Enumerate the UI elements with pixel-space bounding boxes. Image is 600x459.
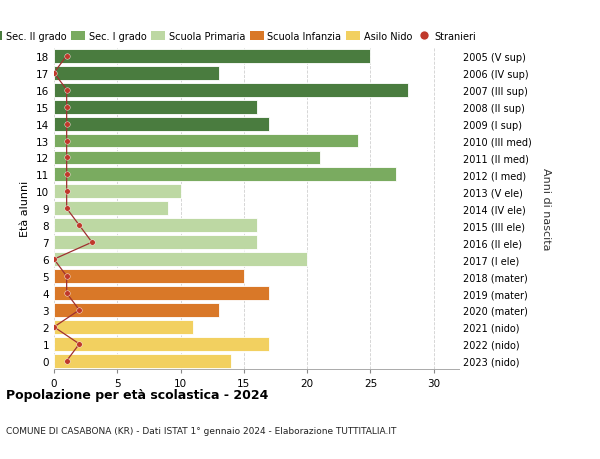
Bar: [54, 151, 320, 165]
Bar: [54, 84, 409, 97]
Y-axis label: Anni di nascita: Anni di nascita: [541, 168, 551, 250]
Bar: [54, 337, 269, 351]
Bar: [54, 185, 181, 199]
Bar: [54, 202, 168, 216]
Bar: [54, 219, 257, 233]
Bar: [54, 118, 269, 131]
Bar: [54, 168, 396, 182]
Bar: [54, 101, 257, 114]
Text: Popolazione per età scolastica - 2024: Popolazione per età scolastica - 2024: [6, 388, 268, 401]
Y-axis label: Età alunni: Età alunni: [20, 181, 31, 237]
Bar: [54, 67, 218, 80]
Bar: [54, 134, 358, 148]
Bar: [54, 303, 218, 317]
Text: COMUNE DI CASABONA (KR) - Dati ISTAT 1° gennaio 2024 - Elaborazione TUTTITALIA.I: COMUNE DI CASABONA (KR) - Dati ISTAT 1° …: [6, 426, 397, 435]
Bar: [54, 320, 193, 334]
Bar: [54, 354, 231, 368]
Legend: Sec. II grado, Sec. I grado, Scuola Primaria, Scuola Infanzia, Asilo Nido, Stran: Sec. II grado, Sec. I grado, Scuola Prim…: [0, 32, 476, 42]
Bar: [54, 236, 257, 250]
Bar: [54, 50, 370, 64]
Bar: [54, 269, 244, 283]
Bar: [54, 252, 307, 267]
Bar: [54, 286, 269, 300]
